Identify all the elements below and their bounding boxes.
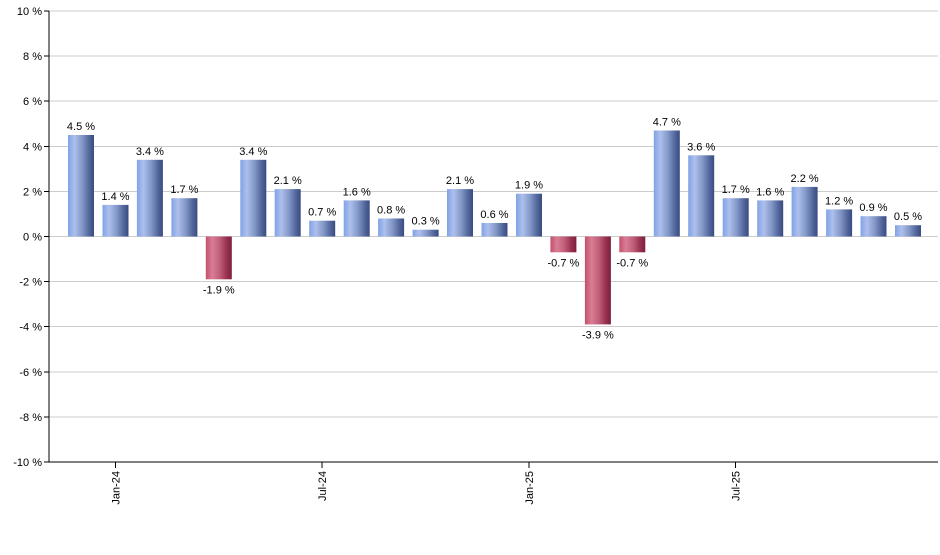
bar-value-label: 0.6 % [480,209,508,221]
y-axis-tick-label: 0 % [23,232,42,244]
x-axis-tick-label: Jul-25 [731,471,743,501]
y-axis-tick-label: 6 % [23,96,42,108]
x-axis-tick-label: Jul-24 [317,471,329,501]
bar-value-label: 4.5 % [67,121,95,133]
bar-Nov-25 [860,216,887,237]
bar-Aug-25 [757,200,784,237]
bar-value-label: 1.6 % [756,186,784,198]
y-axis-tick-label: 8 % [23,51,42,63]
y-axis-tick-label: -2 % [19,277,42,289]
bar-Feb-25 [550,236,577,253]
bar-Jul-25 [722,198,749,237]
bar-value-label: 1.2 % [825,195,853,207]
bar-Jul-24 [309,220,336,237]
bar-value-label: 1.9 % [515,180,543,192]
bar-value-label: 3.6 % [687,141,715,153]
bar-Mar-24 [171,198,198,237]
bar-Feb-24 [136,159,163,237]
bar-Nov-24 [447,189,473,237]
bar-value-label: 1.7 % [722,184,750,196]
bar-value-label: 0.3 % [412,216,440,228]
bar-value-label: 2.1 % [446,175,474,187]
bar-value-label: -3.9 % [582,329,614,341]
bar-Sep-25 [791,186,818,237]
y-axis-tick-label: -6 % [19,367,42,379]
bar-Sep-24 [378,218,405,237]
x-axis-tick-label: Jan-24 [111,471,123,505]
bar-value-label: 3.4 % [239,146,267,158]
bar-value-label: 1.6 % [343,186,371,198]
bar-Jun-25 [688,155,715,237]
bar-Apr-24 [205,236,232,280]
bar-Dec-25 [895,225,921,237]
y-axis-tick-label: -8 % [19,412,42,424]
bar-Jan-25 [516,193,542,237]
bar-value-label: 3.4 % [136,146,164,158]
y-axis-tick-label: -4 % [19,322,42,334]
bar-Oct-25 [826,209,853,237]
bar-Jan-24 [102,204,129,237]
bar-Aug-24 [343,200,370,237]
bar-Mar-25 [584,236,611,325]
y-axis-tick-label: 2 % [23,186,42,198]
bar-value-label: -1.9 % [203,284,235,296]
bar-value-label: 1.4 % [101,191,129,203]
bar-Dec-24 [481,223,508,237]
bar-May-25 [653,130,680,237]
bar-value-label: -0.7 % [616,257,648,269]
y-axis-tick-label: 4 % [23,141,42,153]
bar-May-24 [240,159,267,237]
bar-value-label: 1.7 % [170,184,198,196]
bar-value-label: 0.9 % [859,202,887,214]
bar-Oct-24 [412,229,439,237]
y-axis-tick-label: 10 % [17,6,42,18]
bar-value-label: -0.7 % [548,257,580,269]
bar-value-label: 2.2 % [791,173,819,185]
bar-Apr-25 [619,236,646,253]
bar-value-label: 4.7 % [653,117,681,129]
y-axis-tick-label: -10 % [13,457,42,469]
bar-value-label: 2.1 % [274,175,302,187]
bar-Dec-23 [68,135,94,237]
x-axis-tick-label: Jan-25 [524,471,536,505]
bar-value-label: 0.7 % [308,207,336,219]
bar-value-label: 0.8 % [377,205,405,217]
bar-value-label: 0.5 % [894,211,922,223]
bar-Jun-24 [274,189,301,237]
